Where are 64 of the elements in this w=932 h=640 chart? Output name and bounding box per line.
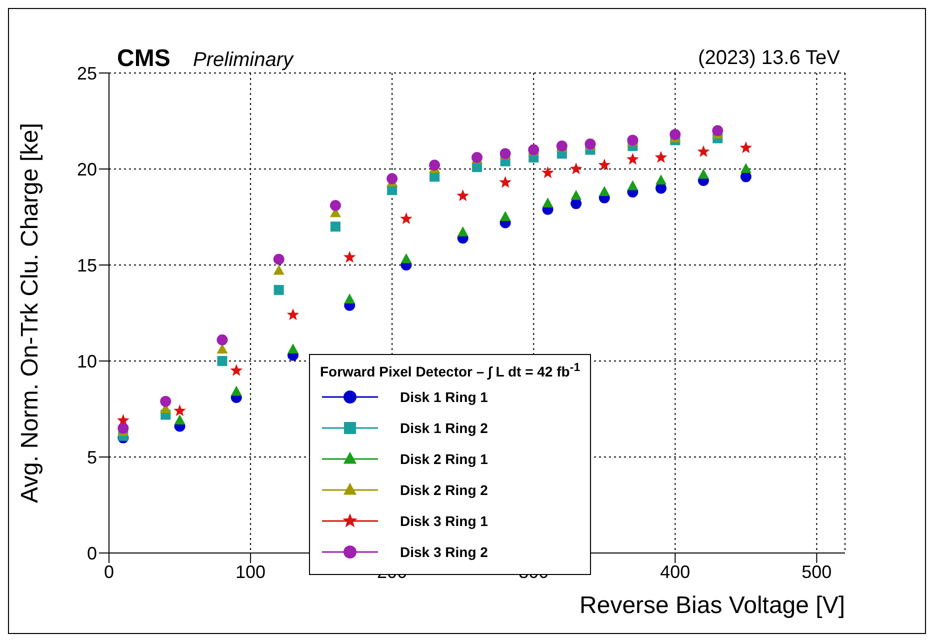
point (570, 190, 582, 200)
point (627, 180, 638, 190)
point (670, 128, 681, 140)
point (654, 150, 668, 163)
point (273, 264, 284, 275)
point (499, 176, 512, 188)
point (273, 254, 284, 265)
point (697, 145, 710, 157)
y-tick-label: 20 (76, 159, 97, 180)
text: Preliminary (193, 49, 294, 72)
point (598, 186, 610, 196)
text: (2023) 13.6 TeV (698, 47, 840, 70)
legend-label: Disk 1 Ring 2 (400, 420, 488, 436)
point (598, 158, 611, 170)
point (217, 356, 228, 366)
legend-label: Disk 1 Ring 1 (400, 389, 488, 406)
y-tick-label: 5 (86, 447, 97, 468)
point (570, 162, 582, 174)
point (456, 189, 470, 202)
point (344, 294, 356, 304)
point (118, 422, 129, 434)
y-axis-title: Avg. Norm. On-Trk Clu. Charge [ke] (16, 122, 44, 504)
point (740, 163, 752, 173)
x-tick-label: 500 (802, 562, 832, 582)
legend-label: Disk 2 Ring 1 (400, 451, 488, 468)
point (400, 212, 412, 224)
point (656, 174, 666, 185)
point (160, 396, 172, 407)
x-axis-title: Reverse Bias Voltage [V] (580, 592, 845, 619)
x-tick-label: 100 (236, 562, 266, 582)
legend-label: Disk 3 Ring 1 (400, 513, 488, 530)
point (570, 198, 582, 210)
point (216, 334, 228, 346)
legend-label: Disk 3 Ring 2 (400, 544, 488, 560)
point (542, 166, 554, 178)
chart-title: CMS (117, 45, 170, 73)
point (698, 168, 709, 179)
point (230, 364, 243, 376)
point (330, 222, 340, 232)
point (343, 250, 356, 263)
point (429, 160, 440, 171)
point (174, 414, 186, 425)
point (740, 141, 752, 154)
point (274, 284, 284, 295)
legend-title: Forward Pixel Detector – ∫ L dt = 42 fb$^{-1}$ (320, 361, 580, 380)
y-tick-label: 10 (76, 351, 97, 372)
point (542, 198, 554, 208)
legend-label: Disk 2 Ring 2 (400, 482, 488, 498)
point (230, 386, 242, 396)
y-tick-label: 0 (86, 543, 97, 564)
x-tick-label: 400 (660, 562, 690, 582)
point (500, 211, 511, 221)
point (330, 200, 341, 211)
x-tick-label: 0 (104, 562, 114, 582)
point (286, 308, 300, 320)
y-tick-label: 15 (76, 255, 97, 276)
y-tick-label: 25 (76, 63, 97, 84)
point (288, 343, 298, 354)
point (712, 125, 724, 136)
point (626, 152, 639, 165)
point (400, 253, 412, 264)
point (174, 404, 186, 416)
point (386, 173, 398, 184)
point (457, 226, 468, 236)
